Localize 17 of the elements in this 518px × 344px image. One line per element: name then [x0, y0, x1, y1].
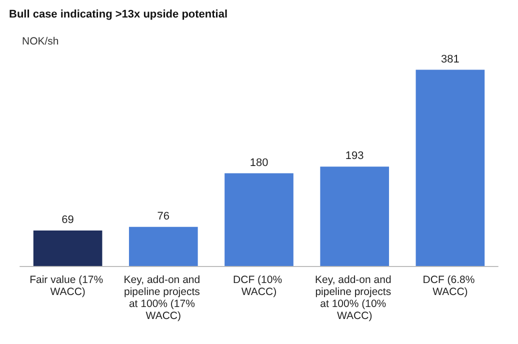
x-tick-label: Fair value (17% WACC): [30, 274, 106, 298]
chart-title: Bull case indicating >13x upside potential: [9, 8, 228, 20]
y-axis-title: NOK/sh: [22, 36, 59, 48]
x-tick-label: DCF (10% WACC): [233, 274, 285, 298]
data-label: 193: [345, 150, 364, 162]
bar: [416, 70, 485, 266]
data-label: 76: [157, 210, 170, 222]
bar: [128, 226, 198, 266]
x-tick-label: Key, add-on and pipeline projects at 100% (17% WACC): [124, 274, 203, 322]
x-tick-label: DCF (6.8% WACC): [422, 274, 478, 298]
bar: [224, 173, 294, 266]
x-tick-label: Key, add-on and pipeline projects at 100% (10% WACC): [315, 274, 394, 322]
data-label: 69: [62, 214, 74, 226]
data-label: 180: [250, 156, 268, 169]
bar: [320, 166, 390, 266]
bar: [33, 230, 102, 266]
data-label: 381: [441, 53, 460, 66]
